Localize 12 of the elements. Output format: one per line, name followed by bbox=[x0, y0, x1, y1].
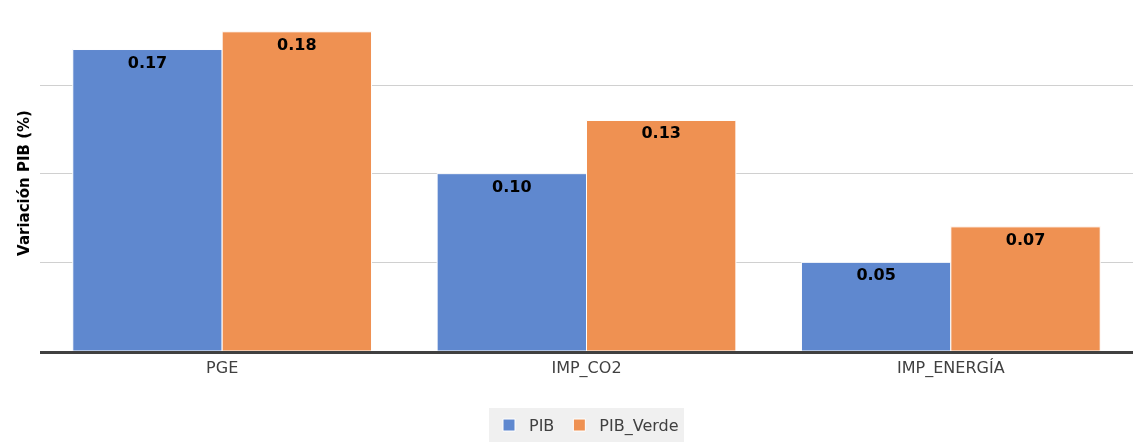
y-axis-title: Variación PIB (%) bbox=[15, 110, 34, 256]
data-label: 0.17 bbox=[127, 52, 168, 72]
x-tick-label: IMP_ENERGÍA bbox=[897, 358, 1005, 379]
legend-label: PIB bbox=[529, 416, 555, 436]
data-label: 0.07 bbox=[1005, 229, 1046, 249]
data-label: 0.10 bbox=[492, 176, 532, 196]
data-label: 0.05 bbox=[856, 265, 896, 285]
legend-label: PIB_Verde bbox=[599, 416, 679, 437]
data-label: 0.13 bbox=[641, 123, 681, 143]
data-label: 0.18 bbox=[277, 34, 317, 54]
x-tick-label: PGE bbox=[206, 358, 239, 378]
x-tick-label: IMP_CO2 bbox=[551, 358, 622, 379]
